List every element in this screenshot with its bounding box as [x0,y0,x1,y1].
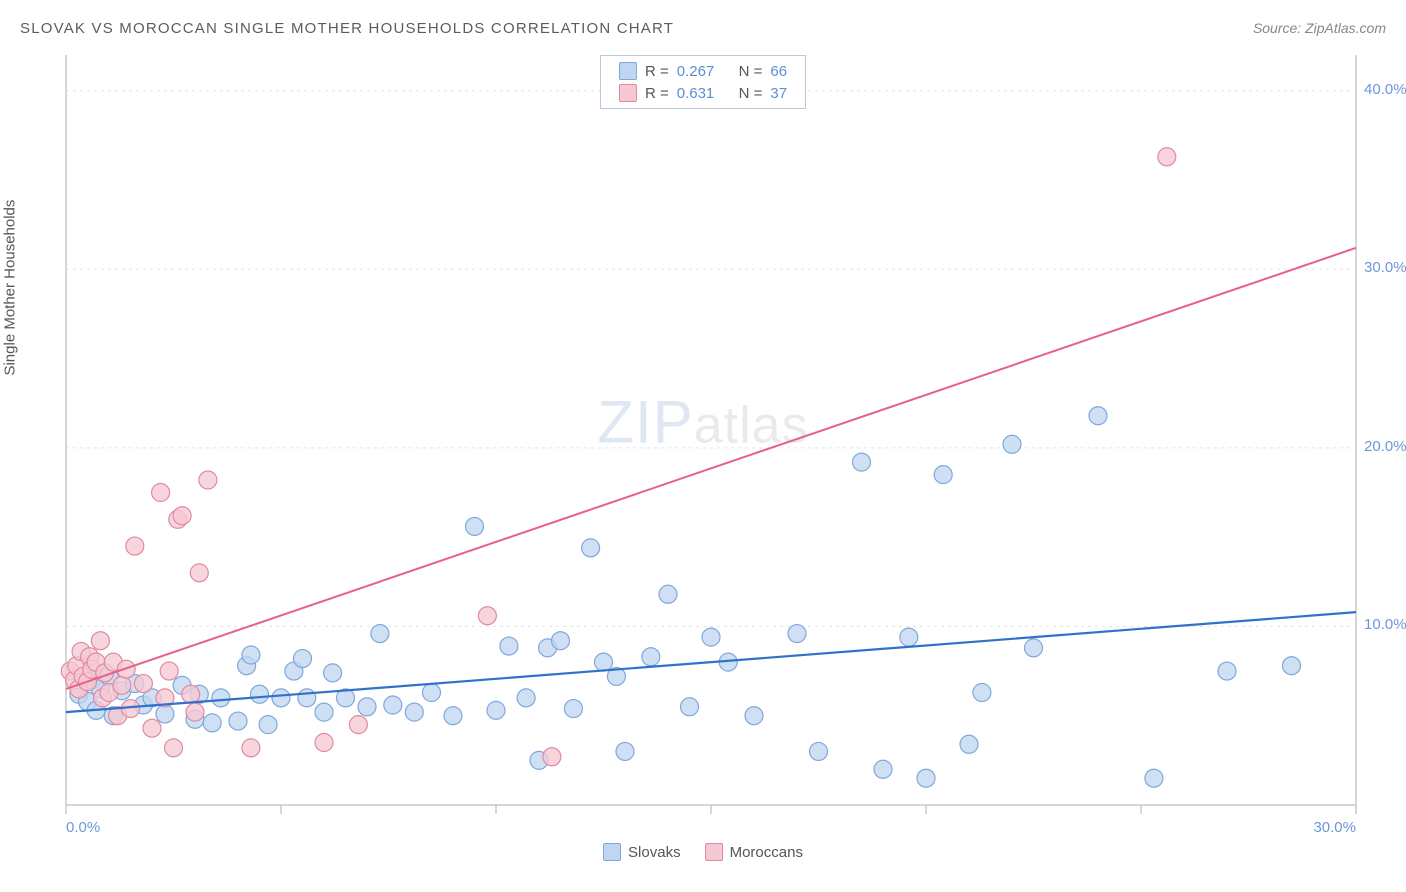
legend-swatch [705,843,723,861]
axis-tick-label: 10.0% [1364,616,1406,633]
axis-tick-label: 30.0% [1313,819,1356,836]
stat-n-value: 66 [770,63,787,80]
stat-r-label: R = [645,63,669,80]
legend-swatch [619,84,637,102]
stat-r-label: R = [645,85,669,102]
legend-swatch [619,62,637,80]
series-legend: Slovaks Moroccans [603,843,803,861]
legend-label: Slovaks [628,844,681,861]
legend-swatch [603,843,621,861]
axis-tick-label: 40.0% [1364,81,1406,98]
chart-area: Single Mother Households ZIPatlas R = 0.… [20,45,1386,865]
legend-label: Moroccans [730,844,803,861]
stats-legend: R = 0.267 N = 66 R = 0.631 N = 37 [600,55,806,109]
stat-r-value: 0.267 [677,63,715,80]
stats-legend-row: R = 0.267 N = 66 [619,60,787,82]
stat-n-label: N = [739,63,763,80]
scatter-plot [20,45,1386,845]
y-axis-label: Single Mother Households [2,200,19,376]
chart-title: SLOVAK VS MOROCCAN SINGLE MOTHER HOUSEHO… [20,20,674,37]
axis-tick-label: 30.0% [1364,259,1406,276]
axis-tick-label: 0.0% [66,819,100,836]
stat-r-value: 0.631 [677,85,715,102]
source-credit: Source: ZipAtlas.com [1253,20,1386,36]
axis-tick-label: 20.0% [1364,438,1406,455]
stat-n-value: 37 [770,85,787,102]
legend-item: Slovaks [603,843,681,861]
stat-n-label: N = [739,85,763,102]
stats-legend-row: R = 0.631 N = 37 [619,82,787,104]
legend-item: Moroccans [705,843,803,861]
